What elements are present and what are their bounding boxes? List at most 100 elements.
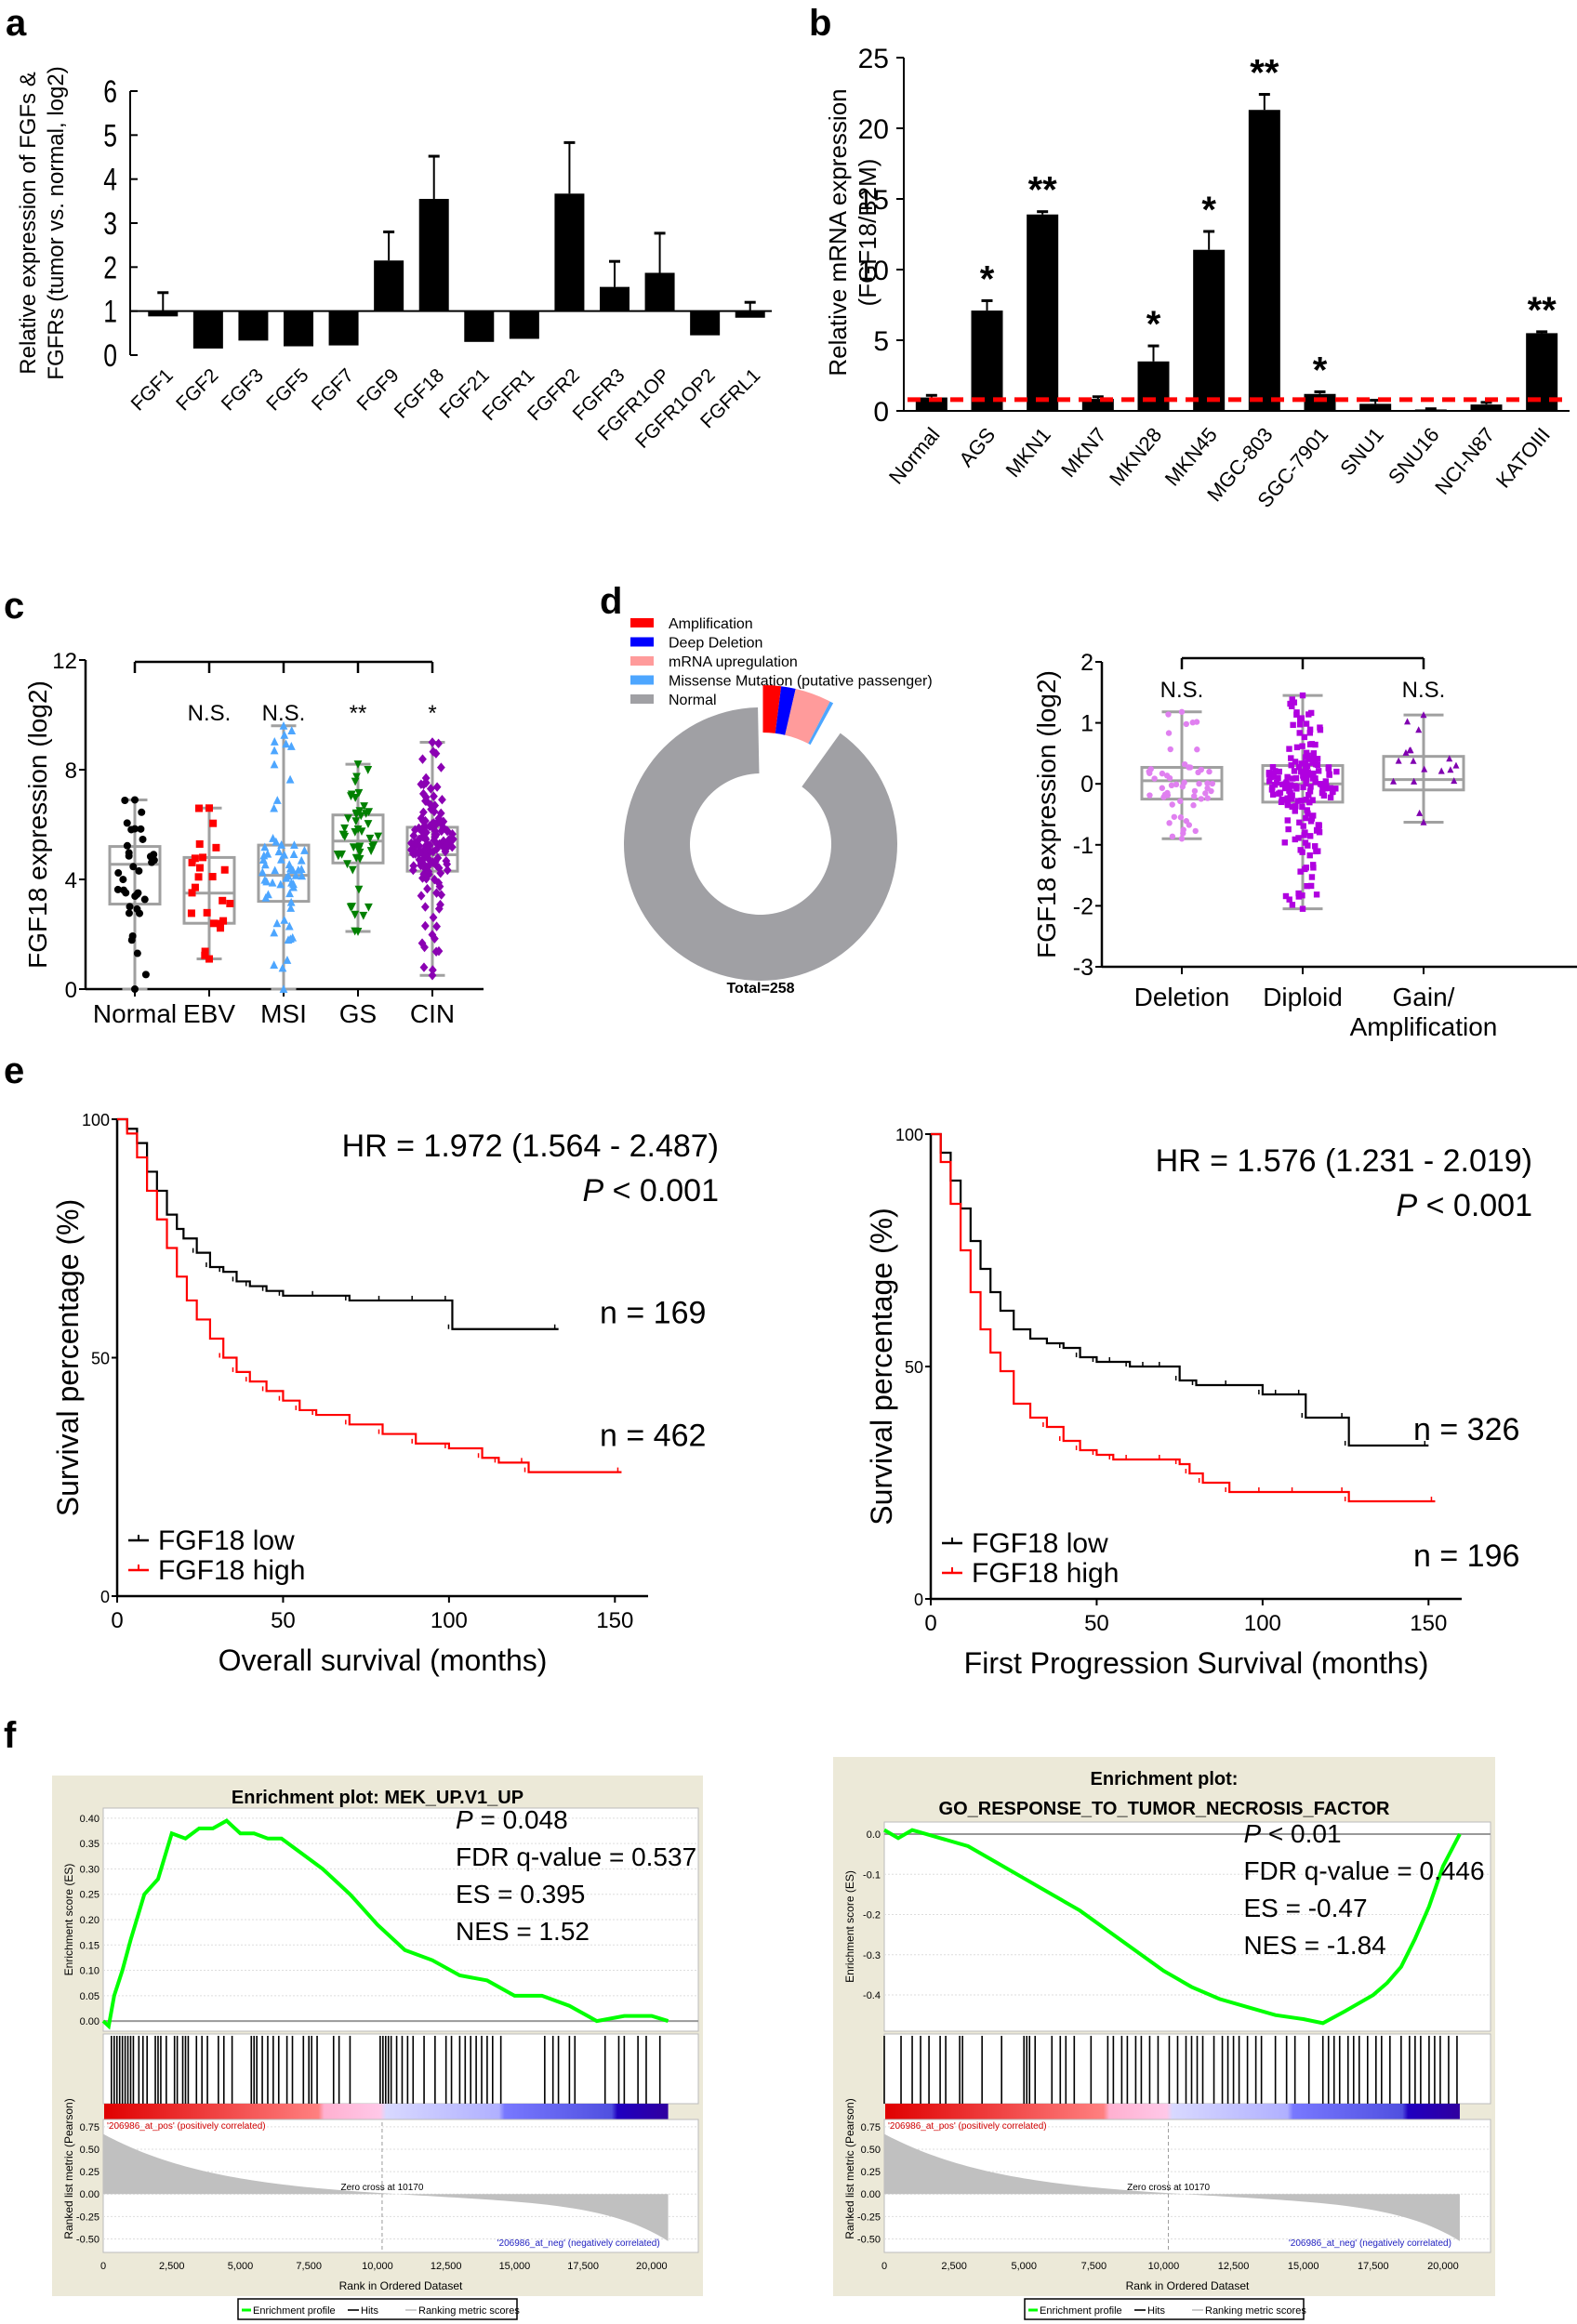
gsea-p-value: P = 0.048 <box>456 1805 568 1834</box>
significance-label: ** <box>350 701 367 726</box>
data-point <box>1309 797 1316 803</box>
y-tick-label: 5 <box>103 118 117 153</box>
y-tick-label: 1 <box>103 295 117 330</box>
data-point <box>431 748 441 759</box>
donut-slice-mrna <box>785 688 830 744</box>
x-tick-label: MKN1 <box>1001 423 1055 482</box>
x-tick-label: 15,000 <box>499 2261 531 2272</box>
data-point <box>437 762 445 772</box>
data-point <box>1293 744 1301 751</box>
data-point <box>437 890 446 900</box>
metric-tick-label: -0.25 <box>76 2212 99 2223</box>
data-point <box>280 730 289 739</box>
data-point <box>1299 803 1305 811</box>
data-point <box>420 861 430 871</box>
legend-label: Deep Deletion <box>669 636 762 652</box>
chart-d-alteration-donut: Amplification Deep Deletion mRNA upregulat… <box>624 616 933 997</box>
data-point <box>274 847 284 856</box>
metric-tick-label: 0.75 <box>861 2122 881 2133</box>
x-axis-label: First Progression Survival (months) <box>964 1646 1429 1680</box>
data-point <box>417 891 426 901</box>
data-point <box>432 888 441 898</box>
data-point <box>1302 759 1309 767</box>
chart-f-gsea-mek-up: Enrichment plot: MEK_UP.V1_UP 0.00 0.05 0.1… <box>52 1776 703 2320</box>
data-point <box>1308 741 1316 747</box>
x-tick-label: 2,500 <box>159 2261 185 2272</box>
data-point <box>1299 743 1305 749</box>
data-point <box>1295 764 1303 771</box>
data-point <box>260 842 270 852</box>
y-axis-label: Survival percentage (%) <box>865 1208 898 1525</box>
data-point <box>418 754 427 764</box>
es-tick-label: 0.05 <box>80 1991 99 2002</box>
legend-label: FGF18 low <box>158 1525 295 1556</box>
data-point <box>409 830 418 841</box>
x-tick-label: Deletion <box>1134 983 1230 1011</box>
y-tick-label: 0 <box>914 1591 923 1609</box>
data-point <box>1286 787 1292 794</box>
y-tick-label: 0 <box>65 978 77 1003</box>
gsea-title: Enrichment plot: MEK_UP.V1_UP <box>232 1788 523 1808</box>
x-tick-label: CIN <box>410 999 455 1028</box>
km-curve-high <box>117 1117 622 1473</box>
x-tick-label: MKN28 <box>1105 423 1166 490</box>
x-tick-label: 10,000 <box>1148 2261 1180 2272</box>
data-point <box>436 808 445 819</box>
data-point <box>418 788 428 799</box>
data-point <box>1411 777 1418 785</box>
p-value-text: P < 0.001 <box>1396 1188 1532 1223</box>
data-point <box>209 919 218 928</box>
data-point <box>1305 810 1311 817</box>
data-point <box>1269 791 1277 798</box>
data-point <box>133 905 141 913</box>
x-tick-label: 12,500 <box>431 2261 462 2272</box>
data-point <box>354 885 364 894</box>
data-point <box>261 892 271 902</box>
data-point <box>353 760 363 769</box>
data-point <box>194 804 203 812</box>
data-point <box>1204 780 1211 786</box>
data-point <box>270 737 279 746</box>
p-value: < 0.001 <box>1417 1188 1532 1223</box>
data-point <box>420 920 430 931</box>
hazard-ratio-text: HR = 1.576 (1.231 - 2.019) <box>1156 1143 1532 1179</box>
data-point <box>269 834 277 842</box>
data-point <box>298 871 307 880</box>
data-point <box>125 909 133 918</box>
data-point <box>424 853 432 864</box>
bar-mkn45 <box>1193 249 1226 411</box>
data-point <box>419 962 429 972</box>
data-point <box>1415 726 1423 733</box>
data-point <box>1159 770 1166 777</box>
data-point <box>286 897 296 906</box>
data-point <box>289 879 298 889</box>
data-point <box>1317 724 1323 731</box>
data-point <box>121 797 129 805</box>
y-axis-label-text: FGF18 expression (log2) <box>1032 670 1061 958</box>
data-point <box>428 971 437 981</box>
data-point <box>1288 796 1295 802</box>
data-point <box>1284 795 1291 801</box>
y-tick-label: 0 <box>100 1588 110 1606</box>
positive-correlation-label: '206986_at_pos' (positively correlated) <box>107 2121 266 2132</box>
data-point <box>406 844 416 855</box>
data-point <box>284 935 293 944</box>
data-point <box>1289 902 1296 908</box>
x-tick-label: 100 <box>431 1608 468 1633</box>
data-point <box>270 928 279 937</box>
data-point <box>1420 818 1427 825</box>
y-axis-label-text: Survival percentage (%) <box>51 1199 85 1516</box>
metric-tick-label: 0.50 <box>80 2145 99 2156</box>
bar-fgfrl1 <box>735 310 765 318</box>
data-point <box>282 873 291 882</box>
data-point <box>1292 774 1300 782</box>
legend-label: Ranking metric scores <box>418 2305 520 2317</box>
data-point <box>421 834 431 845</box>
data-point <box>220 865 229 874</box>
data-point <box>348 865 357 875</box>
bar-snu1 <box>1359 403 1392 411</box>
data-point <box>1303 797 1309 803</box>
data-point <box>1308 874 1316 880</box>
data-point <box>1165 711 1172 718</box>
gsea-legend-box <box>237 2298 518 2320</box>
